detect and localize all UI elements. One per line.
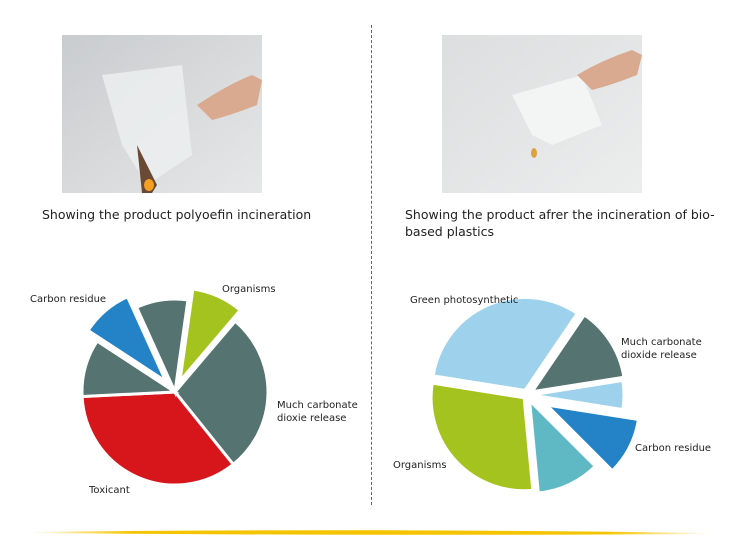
pie1-slice-unlabeled bbox=[134, 297, 190, 398]
pie2-slice-unlabeled bbox=[530, 378, 626, 412]
left-label-carbonate: Much carbonate dioxie release bbox=[277, 400, 358, 424]
pie1-slice-unlabeled bbox=[80, 339, 180, 399]
right-label-organisms: Organisms bbox=[393, 460, 447, 471]
pie1-slice-much-carbonate-dioxie-release bbox=[173, 319, 270, 467]
pie1-slice-carbon-residue bbox=[85, 294, 170, 386]
pie2-slice-much-carbonate-dioxide-release bbox=[528, 312, 626, 394]
left-label-carbon-residue: Carbon residue bbox=[30, 294, 107, 305]
pie2-slice-green-photosynthetic bbox=[431, 295, 580, 393]
pie2-slice-carbon-residue bbox=[542, 402, 641, 473]
right-label-green-photosynthetic: Green photosynthetic bbox=[410, 295, 519, 306]
left-label-toxicant: Toxicant bbox=[89, 485, 130, 496]
photo-polyolefin-incineration bbox=[62, 35, 262, 193]
right-label-carbonate: Much carbonate dioxide release bbox=[621, 337, 702, 361]
dashed-divider bbox=[371, 25, 372, 505]
left-label-organisms: Organisms bbox=[222, 284, 276, 295]
left-caption: Showing the product polyoefin incinerati… bbox=[42, 207, 312, 222]
pie1-slice-organisms bbox=[177, 287, 243, 386]
yellow-brush-stroke bbox=[30, 530, 710, 535]
pie2-slice-organisms bbox=[429, 381, 535, 493]
right-caption: Showing the product afrer the incinerati… bbox=[405, 207, 715, 239]
photo-bio-plastic-incineration bbox=[442, 35, 642, 193]
pie1-slice-toxicant bbox=[80, 390, 236, 487]
right-label-carbon-residue: Carbon residue bbox=[635, 443, 712, 454]
pie2-slice-unlabeled bbox=[527, 396, 598, 495]
